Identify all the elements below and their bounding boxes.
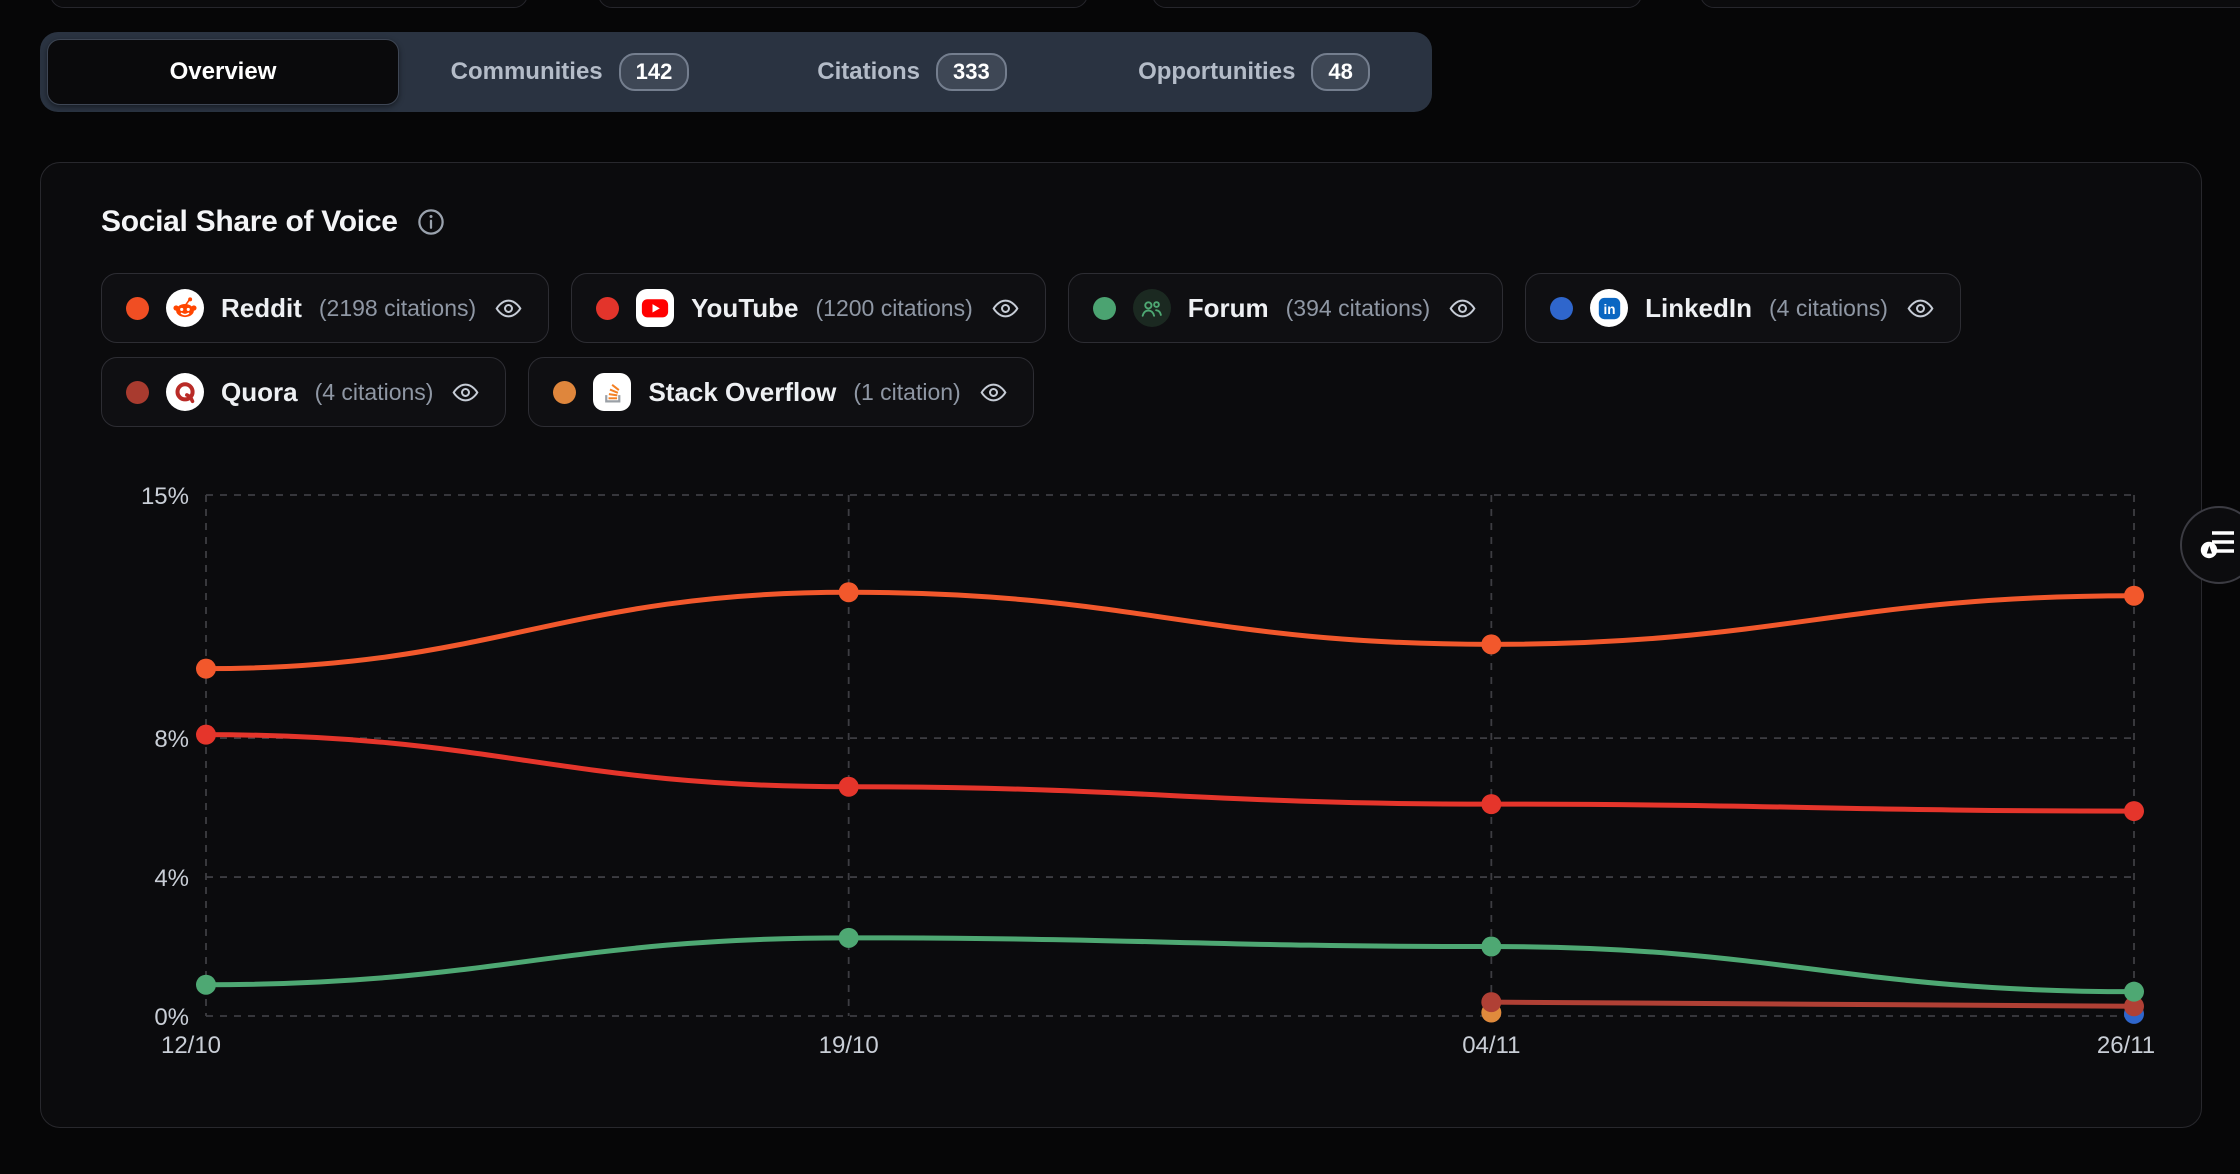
youtube-icon: [636, 289, 675, 327]
tab-label: Communities: [450, 58, 603, 85]
citation-count: (1 citation): [853, 378, 961, 405]
eye-visibility-icon[interactable]: [1907, 295, 1934, 322]
legend-chip-youtube[interactable]: YouTube (1200 citations): [571, 273, 1046, 343]
citation-count: (2198 citations): [318, 294, 477, 321]
quora-icon: [166, 373, 204, 411]
tab-label: Citations: [817, 58, 920, 85]
share-of-voice-line-chart: 0% 4% 8% 15% 12/10 19/10 04/11 26/11: [121, 476, 2171, 1076]
svg-text:12/10: 12/10: [161, 1032, 221, 1059]
series-color-dot: [1092, 296, 1116, 320]
tab-count-badge: 142: [618, 52, 690, 92]
citation-count: (394 citations): [1285, 294, 1431, 321]
forum-icon: [1132, 289, 1171, 327]
legend-chip-quora[interactable]: Quora (4 citations): [101, 357, 507, 427]
linkedin-icon: in: [1590, 289, 1629, 327]
stackoverflow-icon: [593, 373, 632, 411]
legend-chip-reddit[interactable]: Reddit (2198 citations): [101, 273, 550, 343]
series-color-dot: [126, 296, 149, 320]
eye-visibility-icon[interactable]: [980, 379, 1007, 406]
reddit-icon: [166, 289, 204, 327]
tab-opportunities[interactable]: Opportunities 48: [1083, 39, 1425, 105]
svg-text:04/11: 04/11: [1462, 1032, 1520, 1059]
eye-visibility-icon[interactable]: [992, 295, 1019, 322]
svg-text:8%: 8%: [154, 726, 189, 753]
info-icon[interactable]: [416, 207, 446, 237]
eye-visibility-icon[interactable]: [452, 379, 479, 406]
citation-count: (4 citations): [1769, 294, 1888, 321]
platform-name: YouTube: [691, 292, 799, 323]
tab-communities[interactable]: Communities 142: [399, 39, 741, 105]
platform-name: LinkedIn: [1645, 292, 1753, 323]
legend-chip-forum[interactable]: Forum (394 citations): [1067, 273, 1504, 343]
chart-options-button[interactable]: [2180, 506, 2240, 584]
top-cropped-card: [1152, 0, 1642, 8]
tab-label: Overview: [169, 58, 277, 85]
svg-text:15%: 15%: [141, 483, 189, 510]
platform-name: Stack Overflow: [648, 376, 837, 407]
series-color-dot: [126, 380, 149, 404]
eye-visibility-icon[interactable]: [495, 295, 522, 322]
social-share-of-voice-card: Social Share of Voice: [40, 162, 2202, 1128]
top-cropped-card: [598, 0, 1088, 8]
svg-text:26/11: 26/11: [2097, 1032, 2155, 1059]
tab-bar: Overview Communities 142 Citations 333 O…: [40, 32, 1432, 112]
citation-count: (4 citations): [314, 378, 434, 405]
eye-visibility-icon[interactable]: [1449, 295, 1476, 322]
tab-citations[interactable]: Citations 333: [741, 39, 1083, 105]
svg-text:in: in: [1603, 301, 1615, 316]
series-color-dot: [596, 296, 620, 320]
chart-legend: Reddit (2198 citations) YouTube (: [101, 273, 2147, 427]
series-color-dot: [553, 380, 577, 404]
tab-label: Opportunities: [1138, 58, 1296, 85]
citation-count: (1200 citations): [815, 294, 973, 321]
platform-name: Quora: [221, 376, 298, 407]
series-color-dot: [1550, 296, 1574, 320]
chart-settings-icon: [2200, 526, 2238, 565]
top-cropped-card: [1700, 0, 2240, 8]
legend-chip-linkedin[interactable]: in LinkedIn (4 citations): [1525, 273, 1961, 343]
tab-count-badge: 48: [1311, 52, 1370, 92]
tab-count-badge: 333: [935, 52, 1007, 92]
svg-text:0%: 0%: [154, 1004, 189, 1031]
platform-name: Forum: [1187, 292, 1269, 323]
tab-overview[interactable]: Overview: [47, 39, 399, 105]
card-title: Social Share of Voice: [101, 205, 398, 238]
svg-text:19/10: 19/10: [819, 1032, 879, 1059]
platform-name: Reddit: [221, 292, 302, 323]
svg-text:4%: 4%: [154, 865, 189, 892]
legend-chip-stackoverflow[interactable]: Stack Overflow (1 citation): [528, 357, 1034, 427]
top-cropped-card: [50, 0, 528, 8]
